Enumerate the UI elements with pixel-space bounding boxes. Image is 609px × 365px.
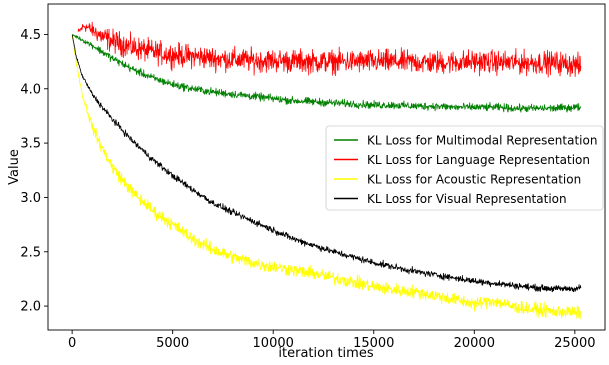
y-tick-label: 4.5 xyxy=(20,28,41,43)
series-layer xyxy=(71,21,582,320)
series-line-2 xyxy=(71,34,581,320)
x-axis-label: iteration times xyxy=(278,346,373,361)
y-axis-label: Value xyxy=(7,149,22,185)
legend-label-3: KL Loss for Visual Representation xyxy=(367,192,567,206)
legend-frame xyxy=(325,125,604,211)
legend-label-1: KL Loss for Language Representation xyxy=(367,153,590,167)
y-tick-label: 4.0 xyxy=(20,82,41,97)
y-tick-label: 3.5 xyxy=(20,137,41,152)
legend: KL Loss for Multimodal Representation KL … xyxy=(325,125,604,211)
x-tick-label: 20000 xyxy=(454,336,495,351)
series-line-3 xyxy=(71,34,582,293)
x-tick-label: 15000 xyxy=(353,336,394,351)
x-tick-label: 10000 xyxy=(253,336,294,351)
series-line-1 xyxy=(77,21,582,78)
y-tick-label: 2.0 xyxy=(20,300,41,315)
x-tick-label: 0 xyxy=(68,336,76,351)
series-line-0 xyxy=(72,33,582,113)
legend-label-0: KL Loss for Multimodal Representation xyxy=(367,133,597,147)
plot-frame xyxy=(47,3,606,331)
x-axis: 0 5000 10000 15000 20000 25000 xyxy=(68,330,596,351)
y-tick-label: 2.5 xyxy=(20,245,41,260)
legend-label-2: KL Loss for Acoustic Representation xyxy=(367,172,581,186)
y-axis: 2.0 2.5 3.0 3.5 4.0 4.5 xyxy=(20,28,48,315)
x-tick-label: 25000 xyxy=(554,336,595,351)
y-tick-label: 3.0 xyxy=(20,191,41,206)
x-tick-label: 5000 xyxy=(156,336,189,351)
